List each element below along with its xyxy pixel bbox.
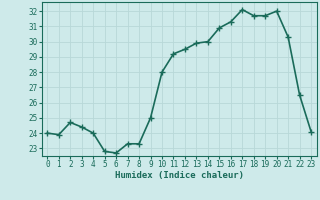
- X-axis label: Humidex (Indice chaleur): Humidex (Indice chaleur): [115, 171, 244, 180]
